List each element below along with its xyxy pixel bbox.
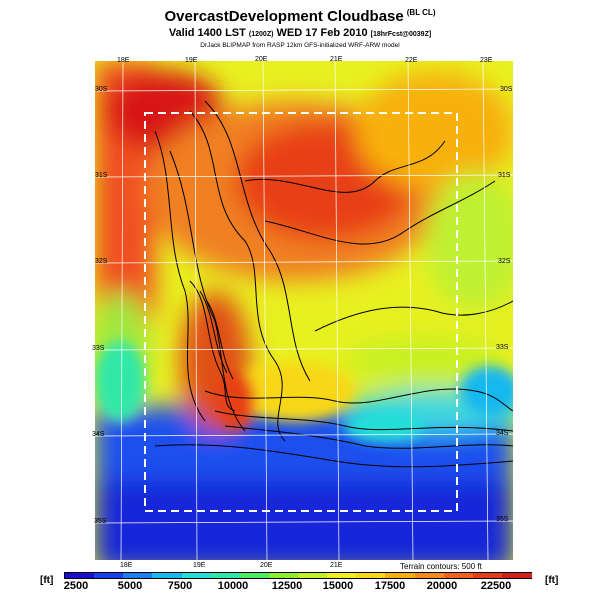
graticule-line (407, 61, 414, 560)
lon-label-bottom: 19E (193, 562, 206, 569)
lat-label-left: 35S (94, 518, 107, 525)
lon-label-top: 22E (405, 57, 418, 64)
colorbar-tick: 10000 (217, 580, 249, 592)
colorbar-tick: 17500 (374, 580, 406, 592)
graticule-line (194, 61, 198, 560)
colorbar-segment (501, 573, 532, 578)
colorbar-tick: 12500 (271, 580, 303, 592)
domain-boundary (144, 112, 458, 512)
terrain-contour-note: Terrain contours: 500 ft (400, 562, 482, 571)
colorbar-unit-right: [ft] (545, 575, 559, 586)
title-subscript: (BL CL) (406, 8, 436, 17)
colorbar-unit-left: [ft] (40, 575, 54, 586)
lat-label-right: 30S (500, 86, 513, 93)
lat-label-left: 32S (95, 258, 108, 265)
colorbar-segment (239, 573, 270, 578)
lon-label-bottom: 21E (330, 562, 343, 569)
lat-label-left: 33S (92, 345, 105, 352)
colorbar-segment (414, 573, 445, 578)
colorbar-tick: 20000 (426, 580, 458, 592)
graticule-line (95, 347, 513, 351)
graticule-line (95, 174, 513, 178)
valid-time-line: Valid 1400 LST (1200Z) WED 17 Feb 2010 [… (168, 27, 432, 39)
lat-label-right: 33S (496, 344, 509, 351)
graticule-line (95, 433, 513, 437)
graticule-line (482, 61, 489, 560)
graticule-line (334, 61, 340, 560)
colorbar-segment (385, 573, 416, 578)
lat-label-right: 32S (498, 258, 511, 265)
colorbar-segment (181, 573, 212, 578)
colorbar-segment (152, 573, 183, 578)
colorbar-segment (65, 573, 96, 578)
lon-label-top: 23E (480, 57, 493, 64)
colorbar-tick: 7500 (167, 580, 193, 592)
graticule-line (95, 520, 513, 524)
colorbar-tick: 5000 (117, 580, 143, 592)
graticule-line (95, 88, 513, 92)
colorbar-segment (472, 573, 503, 578)
lat-label-right: 35S (496, 516, 509, 523)
colorbar-segment (94, 573, 125, 578)
cloudbase-map (95, 61, 513, 560)
lat-label-right: 31S (498, 172, 511, 179)
colorbar-tick: 15000 (322, 580, 354, 592)
colorbar-segment (123, 573, 154, 578)
graticule-line (120, 61, 124, 560)
graticule-line (262, 61, 268, 560)
graticule (95, 61, 513, 560)
lat-label-left: 31S (95, 172, 108, 179)
colorbar (64, 572, 532, 579)
colorbar-segment (356, 573, 387, 578)
lon-label-top: 19E (185, 57, 198, 64)
colorbar-segment (298, 573, 329, 578)
lat-label-right: 34S (496, 430, 509, 437)
colorbar-segment (327, 573, 358, 578)
colorbar-tick: 22500 (480, 580, 512, 592)
colorbar-tick: 2500 (63, 580, 89, 592)
chart-title: OvercastDevelopment Cloudbase (BL CL) (164, 8, 436, 25)
lat-label-left: 30S (95, 86, 108, 93)
graticule-line (95, 260, 513, 264)
lat-label-left: 34S (92, 431, 105, 438)
map-svg (95, 61, 513, 560)
colorbar-segment (443, 573, 474, 578)
lon-label-bottom: 18E (120, 562, 133, 569)
colorbar-segment (268, 573, 299, 578)
model-description: DrJack BLIPMAP from RASP 12km GFS-initia… (200, 42, 400, 49)
lon-label-top: 18E (117, 57, 130, 64)
colorbar-segment (210, 573, 241, 578)
lon-label-top: 21E (330, 56, 343, 63)
lon-label-bottom: 20E (260, 562, 273, 569)
lon-label-top: 20E (255, 56, 268, 63)
